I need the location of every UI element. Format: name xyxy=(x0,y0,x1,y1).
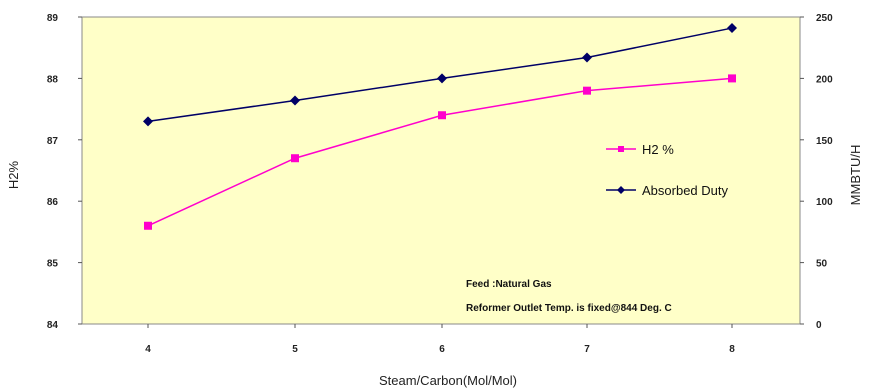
x-axis-tick-label: 4 xyxy=(145,344,151,355)
plot-area xyxy=(81,16,801,325)
left-axis-tick-label: 85 xyxy=(47,259,59,270)
left-axis-tick-label: 89 xyxy=(47,13,59,24)
right-axis-tick-label: 50 xyxy=(816,259,828,270)
right-axis-tick-label: 100 xyxy=(816,197,833,208)
series-h2-point xyxy=(728,74,736,83)
left-axis-tick-label: 88 xyxy=(47,74,59,85)
legend: H2 % Absorbed Duty xyxy=(606,142,728,198)
legend-duty-marker xyxy=(617,186,625,194)
left-axis: 84 85 86 87 88 89 xyxy=(47,13,82,331)
right-axis-tick-label: 250 xyxy=(816,13,833,24)
series-absorbed-duty-point xyxy=(437,73,447,84)
left-axis-tick-label: 84 xyxy=(47,320,59,331)
annotation-reformer: Reformer Outlet Temp. is fixed@844 Deg. … xyxy=(466,303,672,314)
left-axis-tick-label: 87 xyxy=(47,136,59,147)
right-axis: 0 50 100 150 200 250 xyxy=(800,13,833,331)
series-layer xyxy=(143,23,737,230)
x-axis-tick-label: 7 xyxy=(584,344,590,355)
series-absorbed-duty-point xyxy=(143,116,153,127)
right-axis-title: MMBTU/H xyxy=(848,145,863,206)
legend-h2-marker xyxy=(618,146,624,152)
left-axis-title: H2% xyxy=(6,160,21,189)
series-h2-point xyxy=(291,154,299,163)
x-axis-title: Steam/Carbon(Mol/Mol) xyxy=(379,373,517,388)
left-axis-tick-label: 86 xyxy=(47,197,59,208)
right-axis-tick-label: 150 xyxy=(816,136,833,147)
series-absorbed-duty-point xyxy=(727,23,737,34)
annotation-feed: Feed :Natural Gas xyxy=(466,279,552,290)
right-axis-tick-label: 0 xyxy=(816,320,822,331)
series-h2-point xyxy=(438,111,446,120)
legend-duty-label: Absorbed Duty xyxy=(642,183,728,198)
series-h2-point xyxy=(144,221,152,230)
x-axis-tick-label: 8 xyxy=(729,344,735,355)
x-axis-tick-label: 5 xyxy=(292,344,298,355)
legend-h2-label: H2 % xyxy=(642,142,674,157)
right-axis-tick-label: 200 xyxy=(816,74,833,85)
series-absorbed-duty-point xyxy=(290,95,300,106)
series-h2-point xyxy=(583,86,591,95)
series-absorbed-duty-point xyxy=(582,52,592,63)
x-axis-tick-label: 6 xyxy=(439,344,445,355)
x-axis: 4 5 6 7 8 xyxy=(145,324,735,355)
